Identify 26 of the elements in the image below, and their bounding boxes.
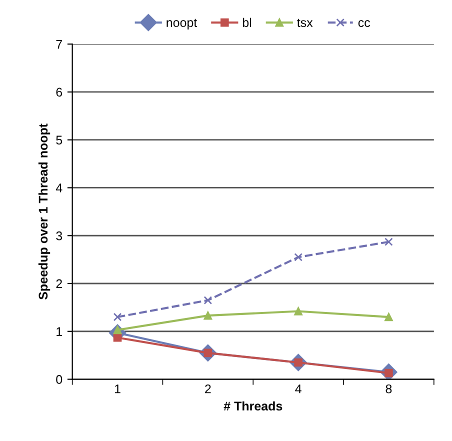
point <box>204 311 212 320</box>
y-tick-label: 2 <box>56 279 62 288</box>
point <box>384 312 393 322</box>
y-tick-label: 6 <box>56 88 62 97</box>
y-axis-title: Speedup over 1 Thread noopt <box>38 124 50 300</box>
point <box>294 307 302 316</box>
legend-label: noopt <box>166 18 198 30</box>
x-tick-label: 1 <box>115 384 120 394</box>
point <box>384 238 393 246</box>
x-axis-title: # Threads <box>224 401 282 411</box>
y-tick-label: 5 <box>56 136 62 145</box>
point <box>204 296 212 304</box>
y-tick-label: 7 <box>56 40 62 49</box>
y-tick-label: 1 <box>56 327 62 336</box>
x-tick-label: 8 <box>386 384 392 394</box>
x-tick-label: 2 <box>205 384 211 394</box>
y-tick-label: 4 <box>56 184 62 192</box>
y-tick-label: 0 <box>56 375 62 384</box>
point <box>294 253 302 262</box>
legend-label: bl <box>242 18 252 28</box>
legend-label: tsx <box>297 18 313 28</box>
y-tick-label: 3 <box>56 231 62 240</box>
point <box>113 312 122 322</box>
legend-label: cc <box>358 20 370 28</box>
x-tick-label: 4 <box>295 384 302 394</box>
point <box>113 333 122 342</box>
